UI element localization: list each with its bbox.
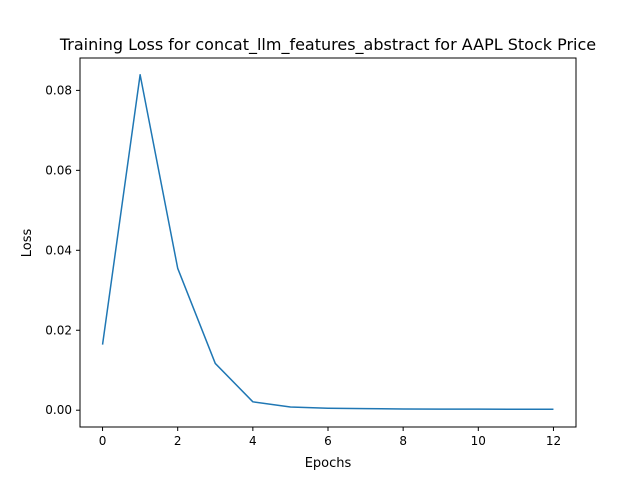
y-tick-label: 0.00 — [45, 403, 72, 417]
y-tick-label: 0.04 — [45, 243, 72, 257]
x-tick-label: 0 — [99, 434, 107, 448]
axis-ticks: 0 2 4 6 8 10 12 0.00 0.02 0.04 0.06 0.08 — [45, 83, 561, 448]
y-tick-label: 0.02 — [45, 323, 72, 337]
chart-title: Training Loss for concat_llm_features_ab… — [59, 35, 596, 55]
series-line — [101, 74, 554, 410]
x-tick-label: 10 — [471, 434, 486, 448]
x-axis-label: Epochs — [305, 456, 352, 471]
x-tick-label: 4 — [249, 434, 257, 448]
plot-frame — [79, 57, 577, 428]
x-tick-label: 8 — [399, 434, 407, 448]
plot-area — [101, 74, 554, 410]
x-tick-label: 12 — [546, 434, 561, 448]
x-tick-label: 2 — [174, 434, 182, 448]
y-axis-label: Loss — [20, 229, 35, 258]
y-tick-label: 0.08 — [45, 83, 72, 97]
y-tick-label: 0.06 — [45, 163, 72, 177]
x-tick-label: 6 — [324, 434, 332, 448]
